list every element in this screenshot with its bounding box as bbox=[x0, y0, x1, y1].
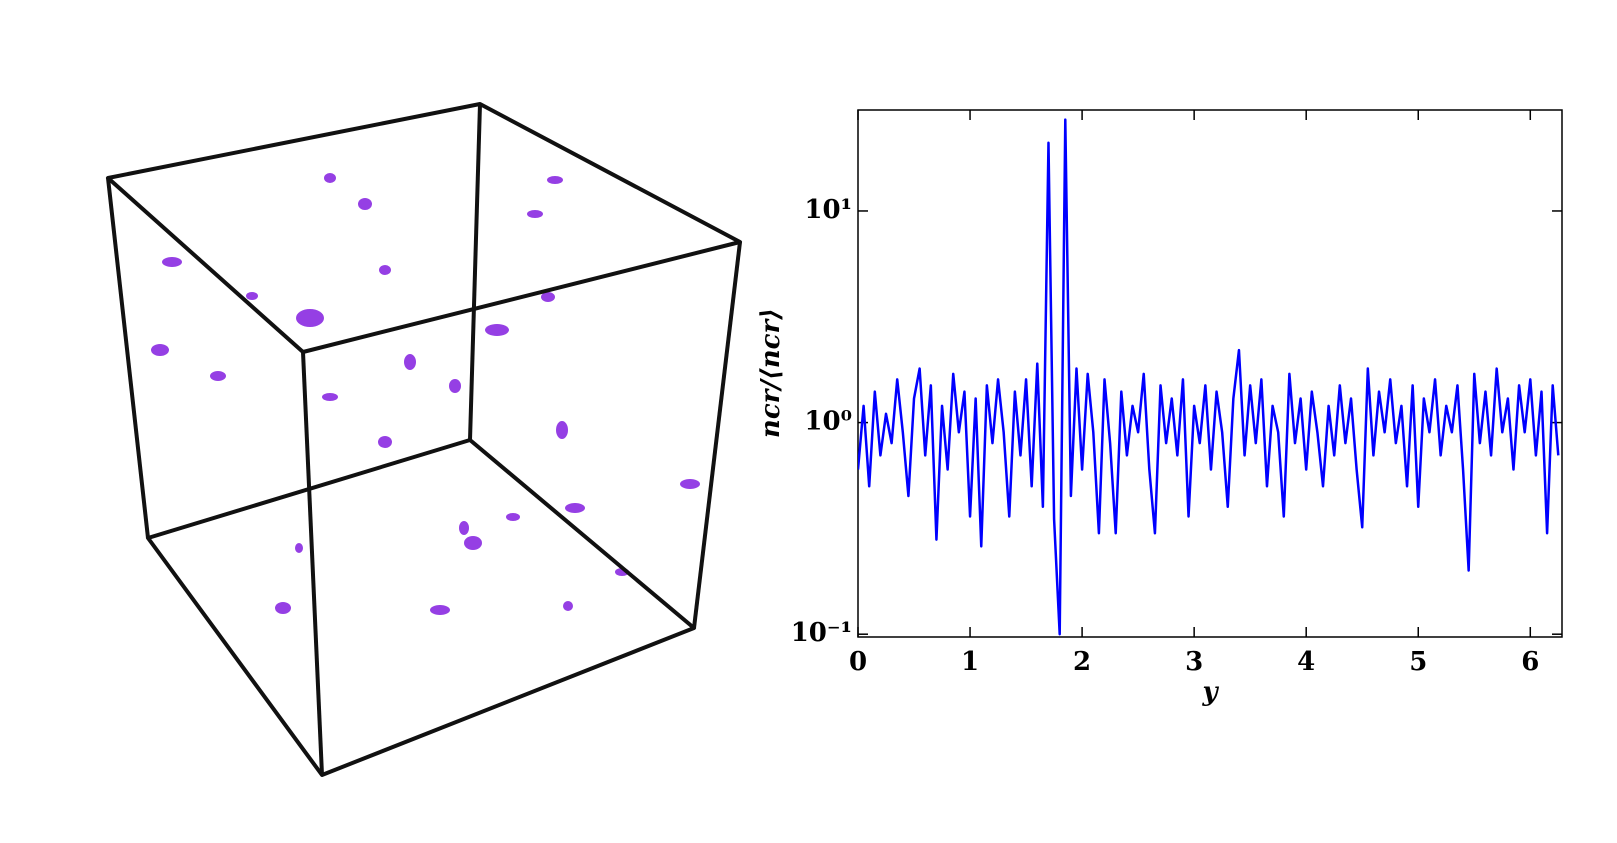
y-tick-label: 10⁰ bbox=[804, 407, 852, 437]
y-tick-label: 10¹ bbox=[804, 195, 852, 225]
cube-frame bbox=[106, 102, 742, 777]
x-tick-label: 6 bbox=[1521, 647, 1539, 677]
x-tick-label: 4 bbox=[1297, 647, 1315, 677]
y-tick-label: 10⁻¹ bbox=[791, 618, 852, 648]
x-tick-label: 3 bbox=[1185, 647, 1203, 677]
cube-render bbox=[151, 173, 700, 615]
plot-frame bbox=[857, 109, 1563, 638]
x-tick-label: 2 bbox=[1073, 647, 1091, 677]
y-axis-label: ncr/⟨ncr⟩ bbox=[756, 308, 786, 438]
data-line bbox=[858, 118, 1560, 636]
x-tick-label: 1 bbox=[961, 647, 979, 677]
x-axis-label: y bbox=[1201, 677, 1219, 707]
x-tick-label: 5 bbox=[1409, 647, 1427, 677]
x-tick-label: 0 bbox=[849, 647, 867, 677]
